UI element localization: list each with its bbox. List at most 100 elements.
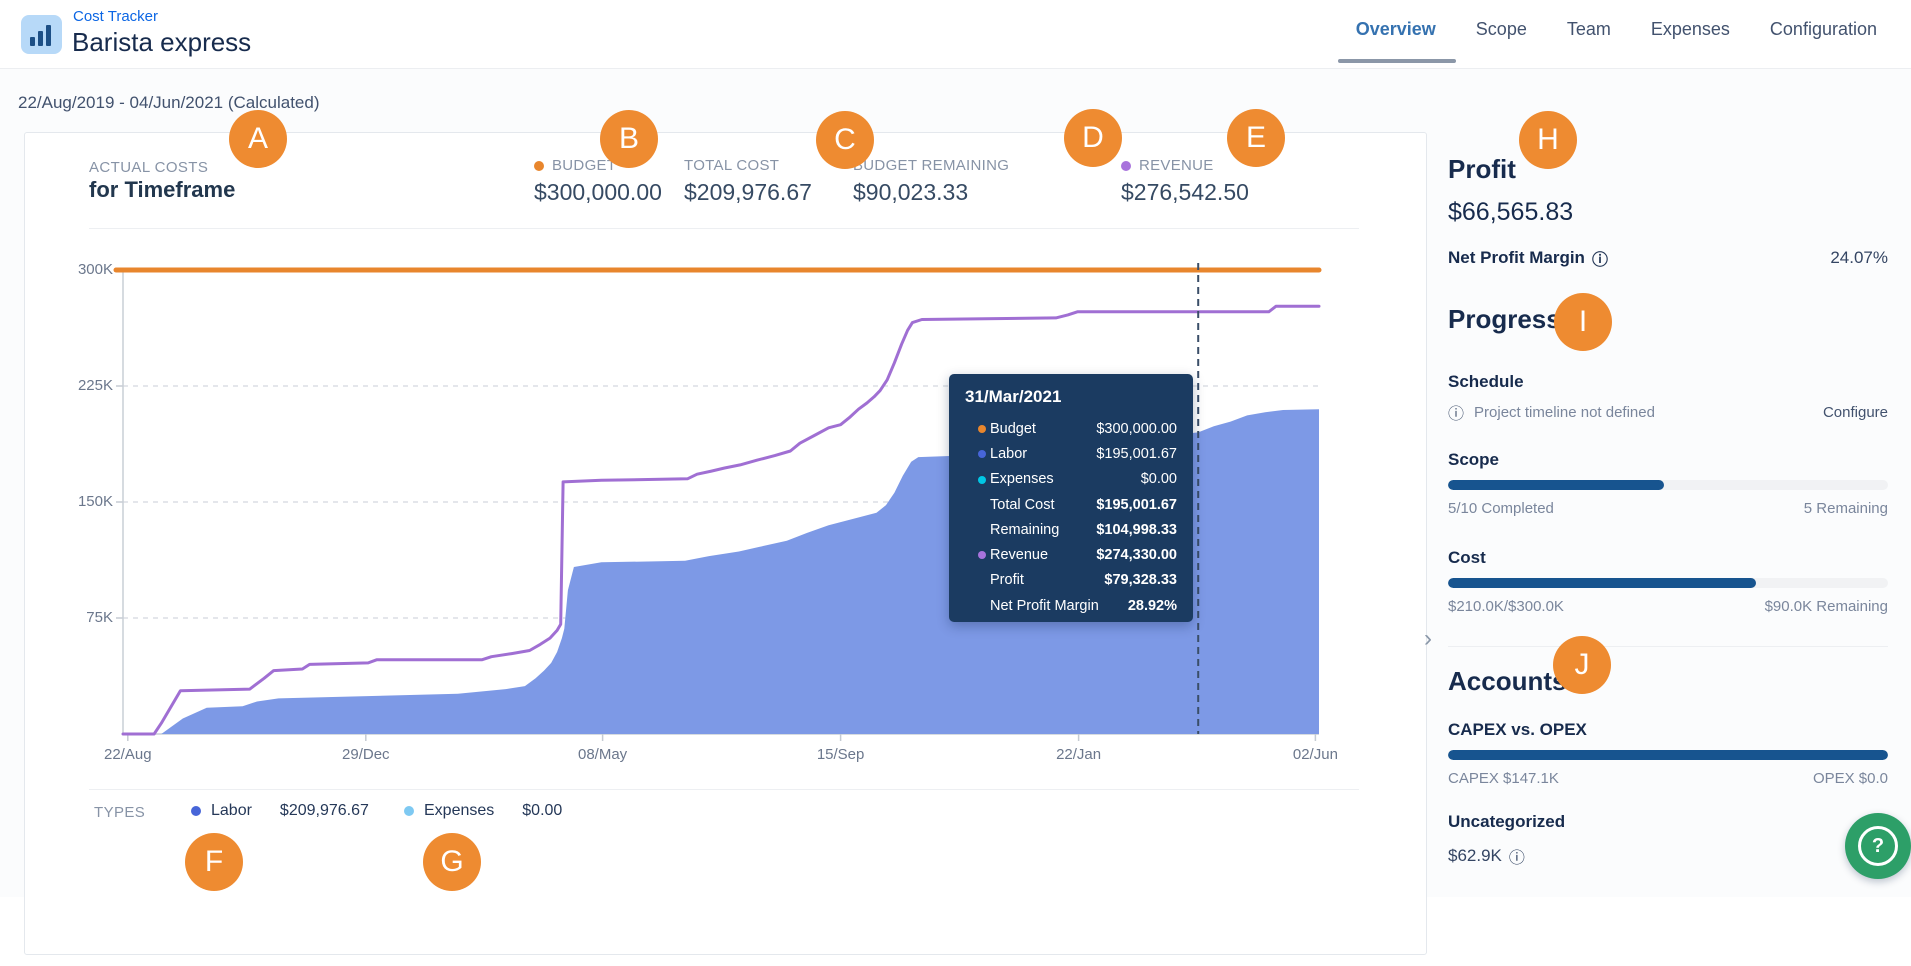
opex-label: OPEX $0.0 <box>1812 770 1888 787</box>
chart-legend: TYPES Labor $209,976.67 Expenses $0.00 <box>25 801 1365 825</box>
accounts-heading: Accounts <box>1448 666 1567 696</box>
annotation-badge-c[interactable]: C <box>816 111 874 169</box>
capex-opex-bar <box>1448 750 1888 760</box>
schedule-message: ⓘ Project timeline not defined <box>1448 400 1655 424</box>
tooltip-row: Labor $195,001.67 <box>965 441 1177 466</box>
stat-budget: BUDGET $300,000.00 <box>534 157 662 205</box>
net-profit-margin-value: 24.07% <box>1830 248 1888 267</box>
y-tick-label: 225K <box>77 377 113 394</box>
budget-dot-icon <box>978 425 986 433</box>
annotation-badge-i[interactable]: I <box>1554 293 1612 351</box>
tooltip-row: Remaining $104,998.33 <box>990 521 1177 538</box>
x-tick-label: 22/Jan <box>1056 746 1102 763</box>
y-tick-label: 300K <box>77 261 113 278</box>
annotation-badge-a[interactable]: A <box>229 110 287 168</box>
scope-remaining-label: 5 Remaining <box>1803 500 1888 517</box>
legend-item-labor[interactable]: Labor $209,976.67 <box>191 802 369 820</box>
stats-divider <box>89 228 1359 229</box>
actual-costs-label: ACTUAL COSTS <box>89 159 209 176</box>
labor-dot-icon <box>191 806 201 816</box>
tab-expenses[interactable]: Expenses <box>1650 19 1730 39</box>
app-header: Cost Tracker Barista express Overview Sco… <box>0 0 1911 69</box>
profit-heading: Profit <box>1448 154 1516 184</box>
configure-link[interactable]: Configure <box>1822 403 1888 421</box>
tooltip-row: Net Profit Margin 28.92% <box>990 597 1177 614</box>
y-tick-label: 75K <box>86 609 113 626</box>
capex-opex-heading: CAPEX vs. OPEX <box>1448 720 1587 739</box>
legend-expenses-value: $0.00 <box>522 802 563 819</box>
cost-spent-label: $210.0K/$300.0K <box>1448 598 1564 615</box>
tooltip-row: Expenses $0.00 <box>965 467 1177 492</box>
legend-item-expenses[interactable]: Expenses $0.00 <box>404 802 562 820</box>
tab-configuration[interactable]: Configuration <box>1769 19 1877 39</box>
timeframe-label: for Timeframe <box>89 177 236 202</box>
stat-budget-remaining: BUDGET REMAINING $90,023.33 <box>853 157 1010 205</box>
revenue-dot-icon <box>978 551 986 560</box>
x-tick-label: 08/May <box>577 746 628 763</box>
stat-budget-remaining-value: $90,023.33 <box>853 179 969 205</box>
x-tick-label: 15/Sep <box>816 746 865 763</box>
cost-chart[interactable]: 300K 225K 150K 75K 22/Aug 29/Dec 08/May 15/Sep 2… <box>25 133 1428 887</box>
info-icon: ⓘ <box>1448 406 1465 423</box>
help-button[interactable]: ? <box>1845 813 1911 879</box>
cost-progress-bar <box>1448 578 1888 588</box>
stat-budget-value: $300,000.00 <box>534 179 662 205</box>
annotation-badge-d[interactable]: D <box>1064 109 1122 167</box>
labor-dot-icon <box>978 450 986 459</box>
scope-progress-bar <box>1448 480 1888 490</box>
info-icon[interactable]: ⓘ <box>1508 850 1525 867</box>
uncategorized-heading: Uncategorized <box>1448 812 1566 831</box>
budget-dot-icon <box>534 160 544 171</box>
tooltip-date: 31/Mar/2021 <box>965 387 1062 406</box>
annotation-badge-g[interactable]: G <box>423 833 481 891</box>
chart-canvas[interactable] <box>25 133 1428 887</box>
tab-team[interactable]: Team <box>1566 19 1611 39</box>
annotation-badge-b[interactable]: B <box>600 110 658 168</box>
stat-total-cost: TOTAL COST $209,976.67 <box>684 157 812 205</box>
stat-total-cost-value: $209,976.67 <box>684 179 812 205</box>
annotation-badge-j[interactable]: J <box>1553 636 1611 694</box>
sidebar-divider <box>1448 646 1888 647</box>
content-area: 22/Aug/2019 - 04/Jun/2021 (Calculated) A… <box>0 69 1911 955</box>
cost-remaining-label: $90.0K Remaining <box>1764 598 1888 615</box>
x-tick-label: 02/Jun <box>1292 746 1338 763</box>
cost-chart-card: ACTUAL COSTS for Timeframe BUDGET $300,0… <box>24 132 1427 955</box>
tooltip-row: Budget $300,000.00 <box>965 416 1177 441</box>
annotation-badge-e[interactable]: E <box>1227 109 1285 167</box>
legend-title: TYPES <box>94 804 146 821</box>
tab-scope[interactable]: Scope <box>1475 19 1527 39</box>
breadcrumb-product[interactable]: Cost Tracker <box>73 8 159 25</box>
x-tick-label: 22/Aug <box>104 746 152 763</box>
sidebar-collapse-chevron-icon[interactable]: › <box>1424 625 1432 652</box>
stat-revenue: REVENUE $276,542.50 <box>1121 157 1249 205</box>
chart-tooltip: 31/Mar/2021 Budget $300,000.00 Labor $195,0… <box>949 374 1193 622</box>
question-mark-icon: ? <box>1858 826 1898 866</box>
profit-value: $66,565.83 <box>1448 198 1574 226</box>
annotation-badge-h[interactable]: H <box>1519 111 1577 169</box>
project-avatar-chart-icon <box>21 15 62 54</box>
tab-overview[interactable]: Overview <box>1337 19 1456 64</box>
net-profit-margin-label: Net Profit Margin ⓘ <box>1448 248 1608 269</box>
y-tick-label: 150K <box>77 493 113 510</box>
revenue-dot-icon <box>1121 160 1131 171</box>
tooltip-row: Total Cost $195,001.67 <box>990 496 1177 513</box>
x-tick-label: 29/Dec <box>342 746 390 763</box>
legend-divider <box>89 789 1359 790</box>
tooltip-row: Profit $79,328.33 <box>990 572 1177 589</box>
date-range-label: 22/Aug/2019 - 04/Jun/2021 (Calculated) <box>18 93 320 112</box>
scope-completed-label: 5/10 Completed <box>1448 500 1554 517</box>
progress-heading: Progress <box>1448 304 1561 334</box>
annotation-badge-f[interactable]: F <box>185 833 243 891</box>
summary-sidebar: Profit $66,565.83 Net Profit Margin ⓘ 24… <box>1448 132 1888 966</box>
page-title: Barista express <box>72 27 252 57</box>
scope-heading: Scope <box>1448 450 1500 469</box>
cost-heading: Cost <box>1448 548 1486 567</box>
legend-labor-value: $209,976.67 <box>279 802 369 819</box>
expenses-dot-icon <box>404 806 414 816</box>
nav-tabs: Overview Scope Team Expenses Configuration <box>1337 19 1877 64</box>
info-icon[interactable]: ⓘ <box>1591 252 1608 269</box>
capex-label: CAPEX $147.1K <box>1448 770 1559 787</box>
expenses-dot-icon <box>978 475 986 484</box>
uncategorized-value: $62.9K <box>1448 846 1502 865</box>
